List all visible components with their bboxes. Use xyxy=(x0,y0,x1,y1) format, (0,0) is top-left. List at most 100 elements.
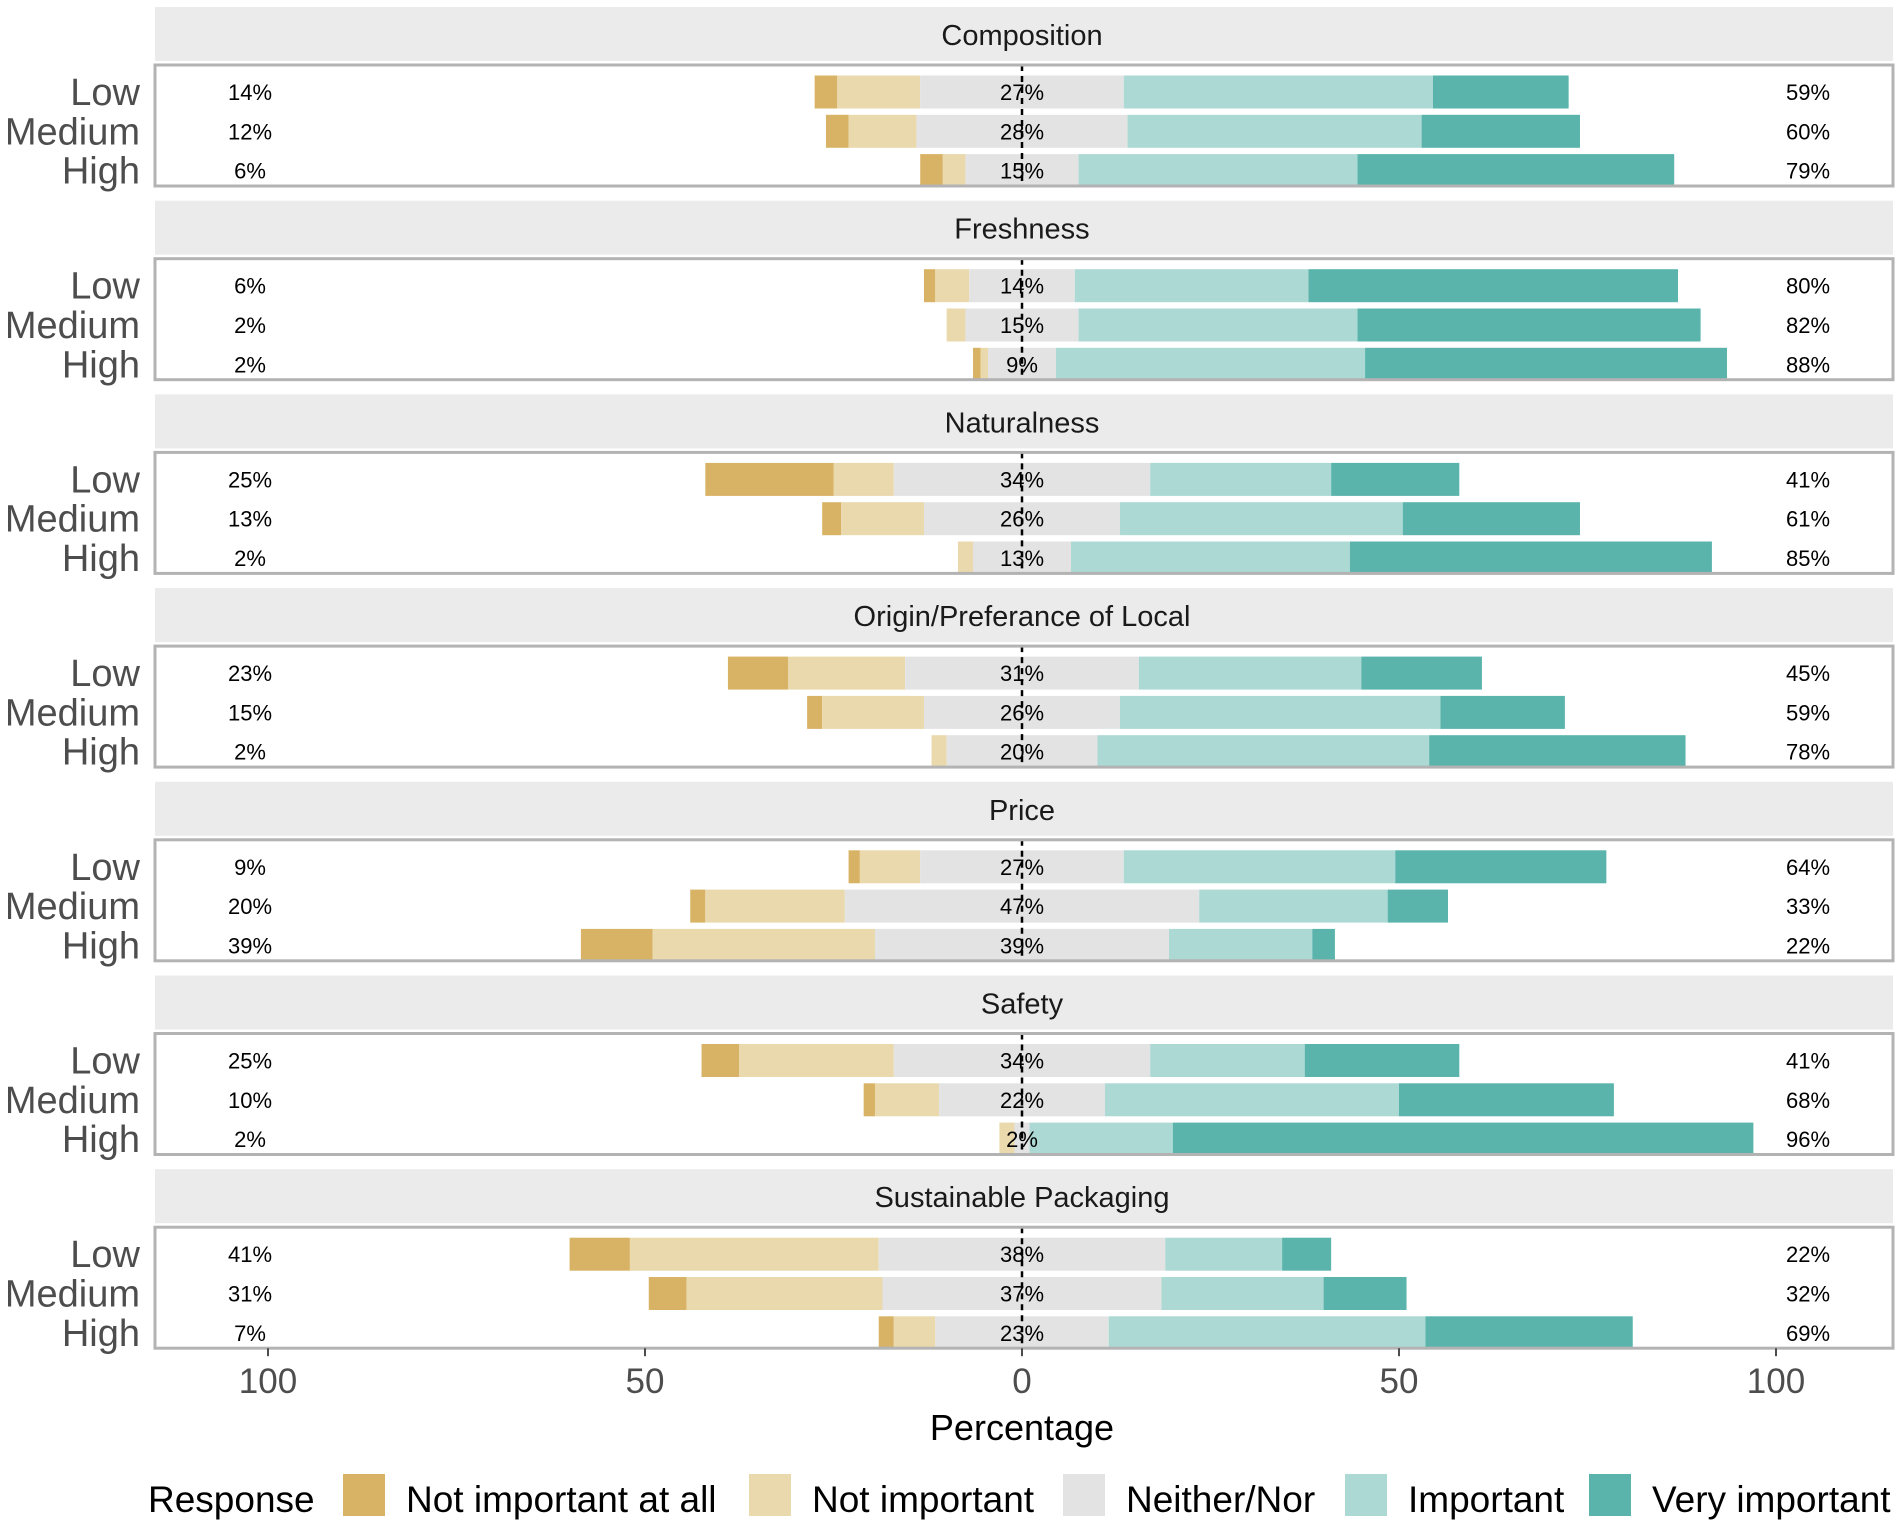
group-label: Low xyxy=(70,1041,140,1083)
x-tick-label: 100 xyxy=(239,1362,297,1401)
group-label: High xyxy=(62,344,140,386)
bar-segment-not-important xyxy=(837,75,921,109)
right-percent-label: 41% xyxy=(1786,467,1830,492)
bar-segment-neither-nor xyxy=(935,1316,1109,1350)
group-label: Low xyxy=(70,847,140,889)
bar-segment-important xyxy=(1104,1083,1399,1117)
bar-segment-not-important xyxy=(848,114,917,148)
left-percent-label: 2% xyxy=(234,546,266,571)
bar-segment-important xyxy=(1127,114,1422,148)
right-percent-label: 22% xyxy=(1786,1242,1830,1267)
bar-segment-very-important xyxy=(1323,1277,1407,1310)
facet-strip xyxy=(155,588,1893,643)
bar-segment-not-important-at-all xyxy=(569,1237,630,1271)
x-tick-label: 50 xyxy=(1380,1362,1419,1401)
facet-title: Naturalness xyxy=(945,407,1100,439)
right-percent-label: 79% xyxy=(1786,159,1830,184)
facet-title: Freshness xyxy=(954,214,1089,246)
right-percent-label: 45% xyxy=(1786,661,1830,686)
bar-segment-not-important-at-all xyxy=(705,462,834,496)
bar-segment-not-important-at-all xyxy=(848,850,860,884)
bar-segment-neither-nor xyxy=(965,154,1079,188)
facet-strip xyxy=(155,1169,1893,1224)
right-percent-label: 59% xyxy=(1786,80,1830,105)
bar-segment-not-important-at-all xyxy=(807,695,823,729)
bar-segment-not-important xyxy=(833,462,894,496)
bar-segment-important xyxy=(1161,1277,1324,1310)
right-percent-label: 80% xyxy=(1786,274,1830,299)
bar-segment-very-important xyxy=(1357,308,1701,342)
left-percent-label: 6% xyxy=(234,274,266,299)
left-percent-label: 20% xyxy=(228,894,272,919)
legend-key xyxy=(749,1474,791,1516)
left-percent-label: 39% xyxy=(228,933,272,958)
group-label: Medium xyxy=(5,692,140,734)
x-axis-title: Percentage xyxy=(930,1407,1114,1448)
bar-segment-not-important-at-all xyxy=(972,347,981,381)
bar-segment-very-important xyxy=(1421,114,1580,148)
bar-segment-not-important xyxy=(980,347,989,381)
left-percent-label: 25% xyxy=(228,467,272,492)
bar-segment-very-important xyxy=(1429,735,1686,769)
group-label: High xyxy=(62,538,140,580)
bar-segment-important xyxy=(1120,695,1441,729)
panel-border xyxy=(153,450,1895,575)
bar-segment-not-important xyxy=(822,695,924,729)
bar-segment-important xyxy=(1074,269,1309,303)
bar-segment-not-important-at-all xyxy=(878,1316,894,1350)
bar-segment-very-important xyxy=(1312,928,1335,962)
panel-border xyxy=(153,644,1895,769)
left-percent-label: 2% xyxy=(234,1127,266,1152)
right-percent-label: 32% xyxy=(1786,1282,1830,1307)
facet-strip xyxy=(155,7,1893,61)
right-percent-label: 69% xyxy=(1786,1321,1830,1346)
x-axis: 100 50 0 50 100 xyxy=(239,1348,1805,1401)
right-percent-label: 96% xyxy=(1786,1127,1830,1152)
left-percent-label: 12% xyxy=(228,119,272,144)
bar-segment-important xyxy=(1108,1316,1426,1350)
bar-segment-very-important xyxy=(1432,75,1569,109)
bar-segment-neither-nor xyxy=(972,541,1072,575)
bar-segment-very-important xyxy=(1425,1316,1633,1350)
facet-title: Price xyxy=(989,795,1055,827)
legend-label: Important xyxy=(1408,1479,1565,1520)
bar-segment-not-important xyxy=(652,928,875,962)
left-percent-label: 2% xyxy=(234,352,266,377)
group-label: High xyxy=(62,151,140,193)
bar-segment-important xyxy=(1199,889,1388,923)
left-percent-label: 15% xyxy=(228,700,272,725)
group-label: Low xyxy=(70,266,140,308)
panel-border xyxy=(153,63,1895,188)
group-label: Medium xyxy=(5,1274,140,1316)
group-label: Low xyxy=(70,653,140,695)
right-percent-label: 41% xyxy=(1786,1049,1830,1074)
bar-segment-important xyxy=(1078,308,1358,342)
left-percent-label: 2% xyxy=(234,313,266,338)
group-label: High xyxy=(62,925,140,967)
bar-segment-important xyxy=(1071,541,1350,575)
bar-segment-neither-nor xyxy=(874,928,1170,962)
right-percent-label: 60% xyxy=(1786,119,1830,144)
bar-segment-important xyxy=(1029,1122,1173,1156)
bar-segment-not-important-at-all xyxy=(580,928,653,962)
group-label: High xyxy=(62,1119,140,1161)
group-label: Medium xyxy=(5,305,140,347)
facet-title: Composition xyxy=(941,20,1102,52)
legend: Response Not important at all Not importan… xyxy=(148,1474,1891,1520)
bar-segment-important xyxy=(1169,928,1313,962)
bar-segment-important xyxy=(1055,347,1366,381)
group-label: Low xyxy=(70,1234,140,1276)
facet-title: Origin/Preferance of Local xyxy=(854,601,1191,633)
legend-key xyxy=(343,1474,385,1516)
bar-segment-not-important xyxy=(893,1316,936,1350)
left-percent-label: 23% xyxy=(228,661,272,686)
right-percent-label: 82% xyxy=(1786,313,1830,338)
bar-segment-not-important-at-all xyxy=(825,114,849,148)
left-percent-label: 9% xyxy=(234,855,266,880)
bar-segment-very-important xyxy=(1357,154,1675,188)
panel-border xyxy=(153,1225,1895,1350)
